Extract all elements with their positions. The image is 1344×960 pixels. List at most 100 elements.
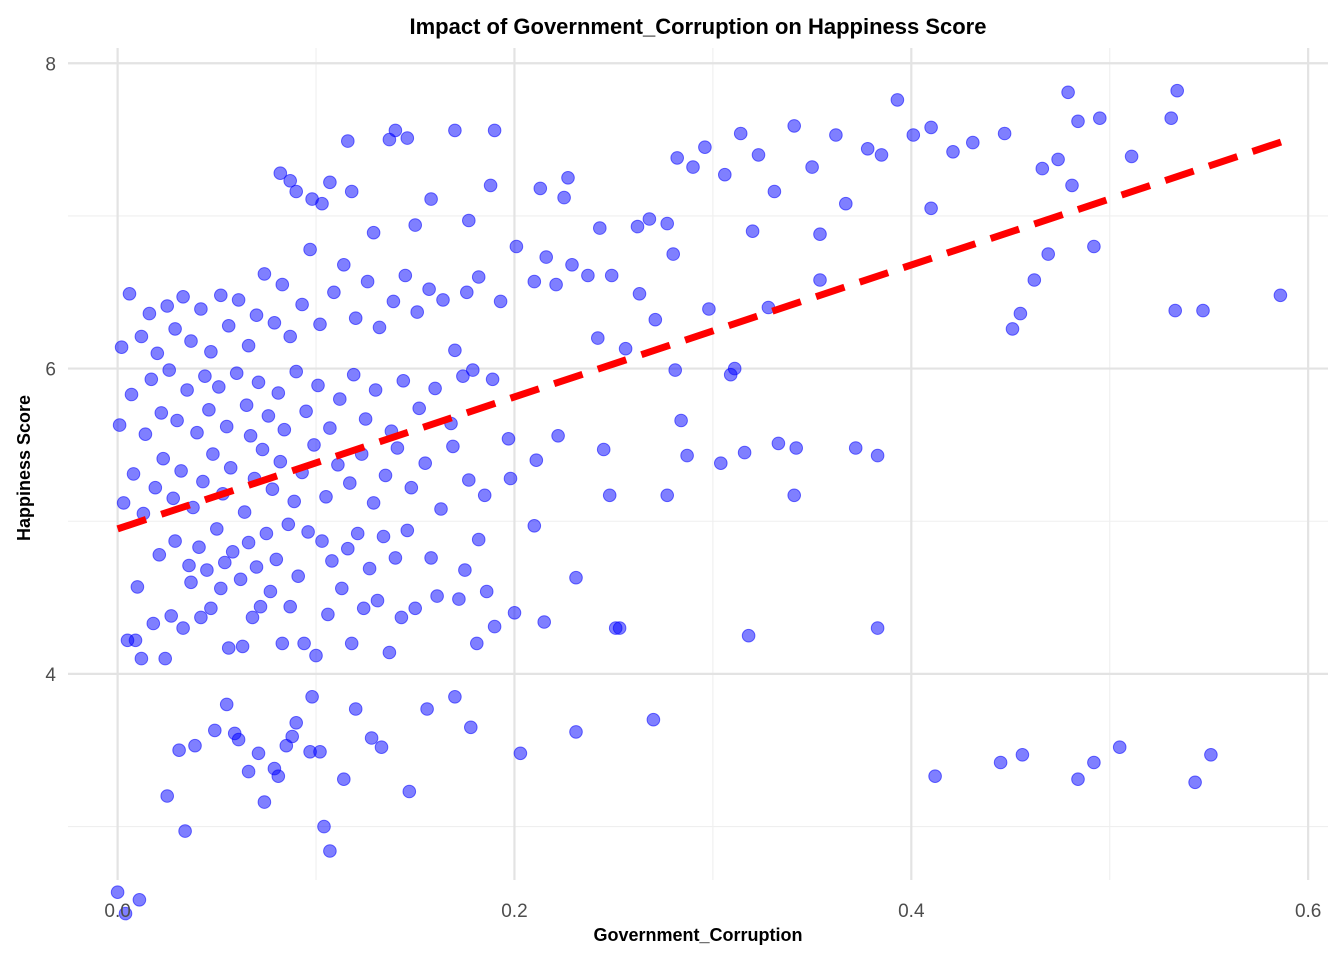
data-point xyxy=(997,126,1012,141)
x-axis-title: Government_Corruption xyxy=(593,925,802,945)
data-point xyxy=(289,716,304,730)
data-point xyxy=(422,282,436,297)
data-point xyxy=(386,294,401,309)
data-point xyxy=(428,381,442,396)
data-point xyxy=(273,166,288,180)
data-point xyxy=(533,181,548,196)
data-point xyxy=(410,305,425,319)
data-point xyxy=(343,476,357,490)
data-point xyxy=(174,464,188,478)
data-point xyxy=(485,372,500,387)
data-point xyxy=(787,488,802,503)
data-point xyxy=(394,610,409,625)
data-point xyxy=(741,628,756,643)
data-point xyxy=(243,429,258,443)
data-point xyxy=(335,581,349,596)
x-tick-label: 0.2 xyxy=(501,901,527,922)
data-point xyxy=(190,425,204,440)
data-point xyxy=(870,448,885,463)
tick-labels: 0.0 0.2 0.4 0.6 4 6 8 xyxy=(45,54,1321,922)
data-point xyxy=(565,258,579,272)
data-point xyxy=(561,171,575,185)
data-point xyxy=(1093,111,1107,125)
data-point xyxy=(805,160,819,174)
data-point xyxy=(569,570,583,585)
data-point xyxy=(660,216,675,231)
data-point xyxy=(906,128,921,142)
data-point xyxy=(569,725,583,739)
data-point xyxy=(412,401,427,416)
data-point xyxy=(204,601,218,616)
data-point xyxy=(313,745,327,759)
data-point xyxy=(208,723,222,738)
data-point xyxy=(251,375,266,390)
data-point xyxy=(251,746,266,761)
data-point xyxy=(593,221,607,235)
data-point xyxy=(404,480,419,495)
x-tick-label: 0.4 xyxy=(898,901,925,922)
data-point xyxy=(299,404,313,419)
data-point xyxy=(259,526,274,541)
data-point xyxy=(378,468,393,483)
data-point xyxy=(178,824,192,838)
data-point xyxy=(1013,306,1028,321)
data-point xyxy=(283,174,298,188)
data-point xyxy=(1005,322,1020,336)
data-point xyxy=(263,584,278,599)
data-point xyxy=(458,563,472,577)
data-point xyxy=(283,599,298,614)
data-point xyxy=(420,702,434,716)
data-point xyxy=(146,616,161,631)
data-point xyxy=(848,441,863,455)
data-point xyxy=(670,151,685,165)
data-point xyxy=(424,551,438,565)
data-point xyxy=(860,142,875,156)
data-point xyxy=(192,540,206,555)
data-point xyxy=(350,526,365,541)
trend-line xyxy=(116,136,1290,533)
data-point xyxy=(1170,83,1184,98)
data-point xyxy=(156,451,170,466)
data-point xyxy=(164,609,178,623)
data-point xyxy=(418,456,433,471)
data-point xyxy=(1087,755,1101,770)
data-point xyxy=(364,731,379,745)
data-point xyxy=(160,789,174,803)
data-point xyxy=(285,729,300,744)
y-tick-label: 4 xyxy=(45,665,56,686)
data-point xyxy=(396,374,411,388)
data-point xyxy=(618,341,633,356)
data-point xyxy=(323,844,337,858)
data-point xyxy=(551,429,565,443)
y-tick-label: 8 xyxy=(45,54,56,75)
data-point xyxy=(321,607,335,622)
data-point xyxy=(204,345,218,359)
data-point xyxy=(596,442,611,457)
data-point xyxy=(470,636,484,651)
data-point xyxy=(787,119,802,133)
data-point xyxy=(1065,178,1079,193)
data-point xyxy=(477,488,492,503)
data-point xyxy=(200,563,214,577)
data-point xyxy=(166,491,180,506)
data-point xyxy=(241,764,256,779)
data-point xyxy=(337,258,351,272)
data-point xyxy=(271,386,286,400)
data-point xyxy=(388,123,403,138)
data-point xyxy=(168,534,182,548)
data-point xyxy=(315,534,329,548)
data-point xyxy=(737,445,752,460)
data-point xyxy=(257,795,272,809)
data-point xyxy=(890,93,905,107)
data-point xyxy=(198,369,212,384)
data-point xyxy=(223,461,238,475)
data-point xyxy=(1112,740,1127,755)
data-point xyxy=(358,412,373,426)
data-point xyxy=(646,712,661,727)
data-point xyxy=(745,224,760,238)
data-point xyxy=(233,572,248,587)
data-point xyxy=(813,227,827,241)
data-point xyxy=(479,584,494,599)
data-point xyxy=(408,601,423,616)
data-point xyxy=(160,299,174,313)
